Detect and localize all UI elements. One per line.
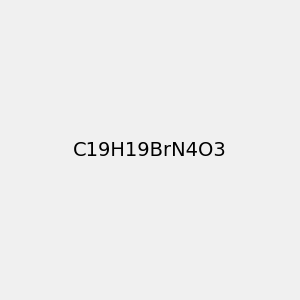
Text: C19H19BrN4O3: C19H19BrN4O3 <box>73 140 227 160</box>
